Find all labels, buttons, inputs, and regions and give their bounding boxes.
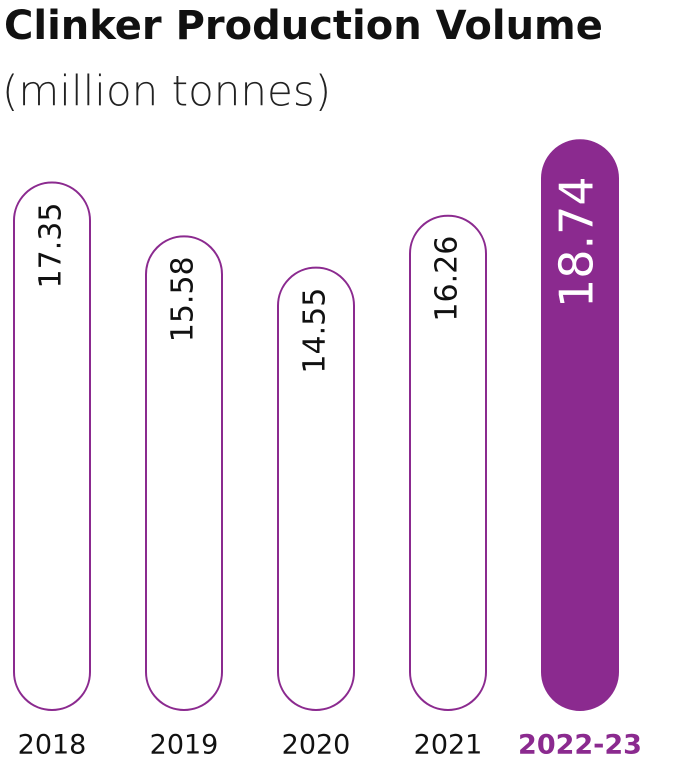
x-tick-label: 2018 xyxy=(18,730,87,761)
bar xyxy=(145,235,223,711)
bar xyxy=(541,139,619,711)
value-label: 16.26 xyxy=(430,236,465,322)
x-tick-label: 2022-23 xyxy=(518,730,642,761)
bar xyxy=(409,214,487,711)
chart-title: Clinker Production Volume xyxy=(4,3,603,49)
value-label: 18.74 xyxy=(550,176,604,308)
bar xyxy=(277,266,355,711)
x-tick-label: 2019 xyxy=(150,730,219,761)
x-tick-label: 2021 xyxy=(414,730,483,761)
value-label: 17.35 xyxy=(34,203,69,289)
x-tick-label: 2020 xyxy=(282,730,351,761)
value-label: 14.55 xyxy=(298,288,333,374)
bar xyxy=(13,181,91,711)
chart-subtitle: (million tonnes) xyxy=(2,67,331,116)
value-label: 15.58 xyxy=(166,256,201,342)
